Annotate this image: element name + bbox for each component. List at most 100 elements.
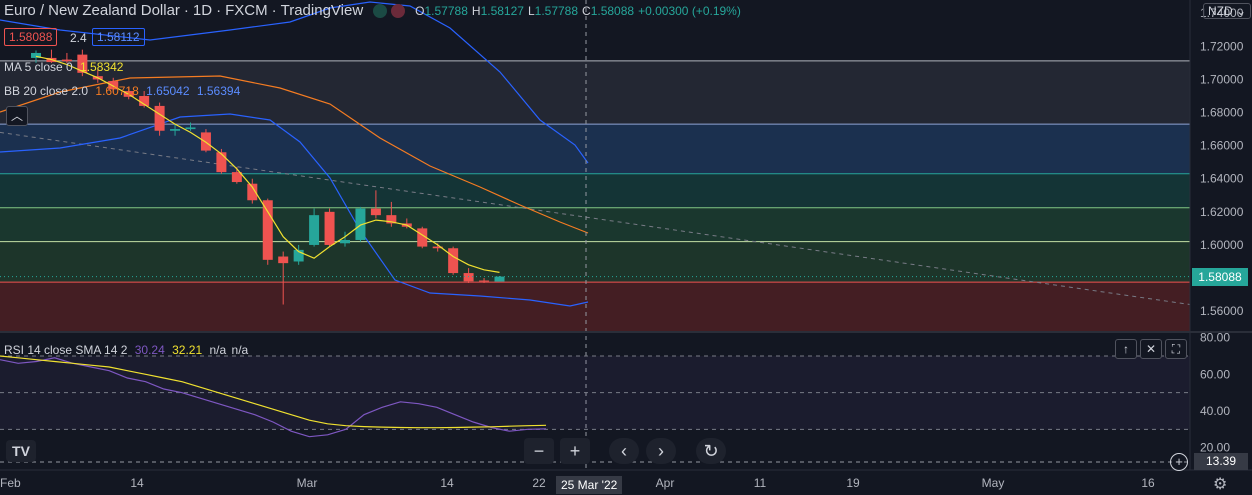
candle-body	[216, 152, 227, 173]
candle-body	[77, 54, 88, 73]
ma-value: 1.58342	[80, 60, 124, 74]
candle-body	[494, 276, 505, 282]
maximize-pane-icon[interactable]: ⛶	[1165, 339, 1187, 359]
move-pane-up-icon[interactable]: ↑	[1115, 339, 1137, 359]
candle-body	[278, 256, 289, 264]
ohlc-open: O1.57788	[415, 3, 468, 18]
bb-legend[interactable]: BB 20 close 2.0 1.60718 1.65042 1.56394	[4, 84, 240, 98]
ohlc-high: H1.58127	[471, 3, 524, 18]
rsi-value: 30.24	[134, 343, 165, 357]
candle-body	[340, 239, 350, 244]
bb-upper-value: 1.65042	[146, 84, 190, 98]
time-tick-label: 16	[1141, 476, 1155, 490]
price-tick-label: 1.56000	[1200, 304, 1244, 318]
zone-band-bottom	[0, 282, 1190, 331]
ma-line	[35, 55, 500, 273]
exchange: FXCM	[225, 2, 268, 19]
rsi-sma-value: 32.21	[172, 343, 203, 357]
rsi-tick-label: 40.00	[1200, 404, 1230, 418]
time-tick-label: 14	[440, 476, 454, 490]
bb-lower-line	[0, 113, 589, 307]
bb-lower-value: 1.56394	[196, 84, 241, 98]
candle-body	[108, 81, 119, 90]
sell-button[interactable]: 1.58088	[4, 28, 58, 46]
trend-line	[0, 131, 1191, 306]
price-tick-label: 1.72000	[1200, 39, 1244, 53]
last-price-label: 1.58088	[1192, 268, 1248, 286]
candle-body	[200, 132, 211, 151]
candle-body	[61, 59, 72, 62]
rsi-tick-label: 80.00	[1200, 331, 1230, 345]
candle-body	[139, 95, 150, 106]
candle-body	[31, 52, 41, 58]
candle-body	[324, 211, 335, 245]
ma-legend[interactable]: MA 5 close 0 1.58342	[4, 60, 123, 74]
candle-body	[355, 208, 366, 240]
candle-body	[463, 273, 474, 282]
time-tick-label: 19	[846, 476, 860, 490]
scroll-left-icon[interactable]: ‹	[609, 438, 639, 464]
bb-upper-line	[0, 1, 589, 164]
zoom-in-icon[interactable]: +	[560, 438, 590, 464]
time-tick-label: 11	[754, 476, 767, 490]
zone-band	[0, 207, 1190, 242]
time-tick-label: Apr	[656, 476, 675, 490]
bb-label: BB 20 close 2.0	[4, 84, 89, 98]
collapse-indicators-icon[interactable]: ︿	[6, 106, 28, 126]
price-tick-label: 1.62000	[1200, 205, 1244, 219]
platform-name: TradingView	[280, 2, 364, 19]
price-tick-label: 1.66000	[1200, 139, 1244, 153]
candle-body	[185, 127, 196, 130]
tradingview-logo-icon[interactable]: TV	[6, 440, 36, 462]
close-pane-icon[interactable]: ✕	[1140, 339, 1162, 359]
rsi-line	[0, 357, 547, 438]
zone-band	[0, 124, 1190, 174]
time-tick-label: Feb	[0, 476, 21, 490]
rsi-sma-line	[0, 355, 547, 429]
candle-body	[231, 172, 242, 183]
ohlc-change: +0.00300 (+0.19%)	[638, 3, 741, 18]
rsi-label: RSI 14 close SMA 14 2	[4, 343, 128, 357]
scroll-right-icon[interactable]: ›	[646, 438, 676, 464]
ohlc-close: C1.58088	[582, 3, 635, 18]
price-tick-label: 1.70000	[1200, 72, 1244, 86]
market-status-icon[interactable]	[373, 3, 388, 18]
currency-selector[interactable]: NZD ⌄	[1203, 3, 1252, 19]
add-alert-icon[interactable]: +	[1170, 453, 1188, 471]
chart-legend-header: Euro / New Zealand Dollar · 1D · FXCM · …	[4, 2, 741, 19]
candle-body	[386, 215, 397, 224]
interval[interactable]: 1D	[192, 2, 213, 19]
rsi-crosshair-label: 13.39	[1194, 453, 1248, 470]
spread-value: 2.4	[70, 31, 87, 45]
time-tick-label: 22	[532, 476, 546, 490]
zone-band	[0, 60, 1190, 125]
candle-body	[309, 215, 320, 245]
bb-basis-value: 1.60718	[95, 84, 139, 98]
price-tick-label: 1.74000	[1200, 6, 1244, 20]
price-tick-label: 1.64000	[1200, 172, 1244, 186]
candle-body	[262, 200, 273, 260]
time-tick-label: Mar	[297, 476, 318, 490]
rsi-legend[interactable]: RSI 14 close SMA 14 2 30.24 32.21 n/a n/…	[4, 343, 249, 357]
settings-icon[interactable]: ⚙	[1213, 476, 1228, 493]
symbol-name[interactable]: Euro / New Zealand Dollar	[4, 2, 180, 19]
zoom-out-icon[interactable]: −	[524, 438, 554, 464]
time-tick-label: 14	[130, 476, 144, 490]
candle-body	[417, 228, 428, 247]
crosshair-date-label: 25 Mar '22	[556, 476, 623, 494]
data-warning-icon[interactable]	[391, 3, 406, 18]
candle-body	[370, 208, 381, 216]
candle-body	[479, 280, 490, 282]
zone-band	[0, 173, 1190, 208]
price-tick-label: 1.60000	[1200, 238, 1244, 252]
bb-basis-line	[0, 75, 589, 234]
candle-body	[247, 183, 258, 201]
reset-icon[interactable]: ↻	[696, 438, 726, 464]
buy-button[interactable]: 1.58112	[92, 28, 145, 46]
zone-band	[0, 241, 1190, 283]
candle-body	[293, 249, 304, 262]
candle-body	[154, 105, 165, 131]
price-tick-label: 1.68000	[1200, 106, 1244, 120]
ma-label: MA 5 close 0	[4, 60, 73, 74]
